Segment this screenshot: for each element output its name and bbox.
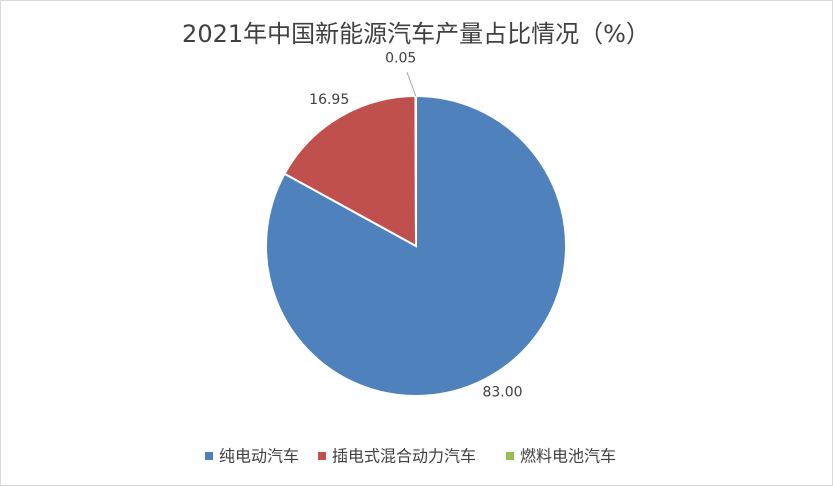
data-label: 83.00 bbox=[482, 384, 522, 400]
legend-swatch bbox=[205, 452, 213, 460]
leader-line bbox=[406, 72, 417, 97]
data-label: 16.95 bbox=[309, 92, 349, 108]
legend-swatch bbox=[506, 452, 514, 460]
legend-label: 燃料电池汽车 bbox=[520, 447, 616, 466]
pie-slice bbox=[283, 94, 418, 248]
legend-label: 纯电动汽车 bbox=[219, 447, 299, 466]
chart-title: 2021年中国新能源汽车产量占比情况（%） bbox=[182, 20, 650, 48]
legend-label: 插电式混合动力汽车 bbox=[332, 447, 476, 466]
data-label: 0.05 bbox=[385, 51, 416, 67]
legend-swatch bbox=[318, 452, 326, 460]
